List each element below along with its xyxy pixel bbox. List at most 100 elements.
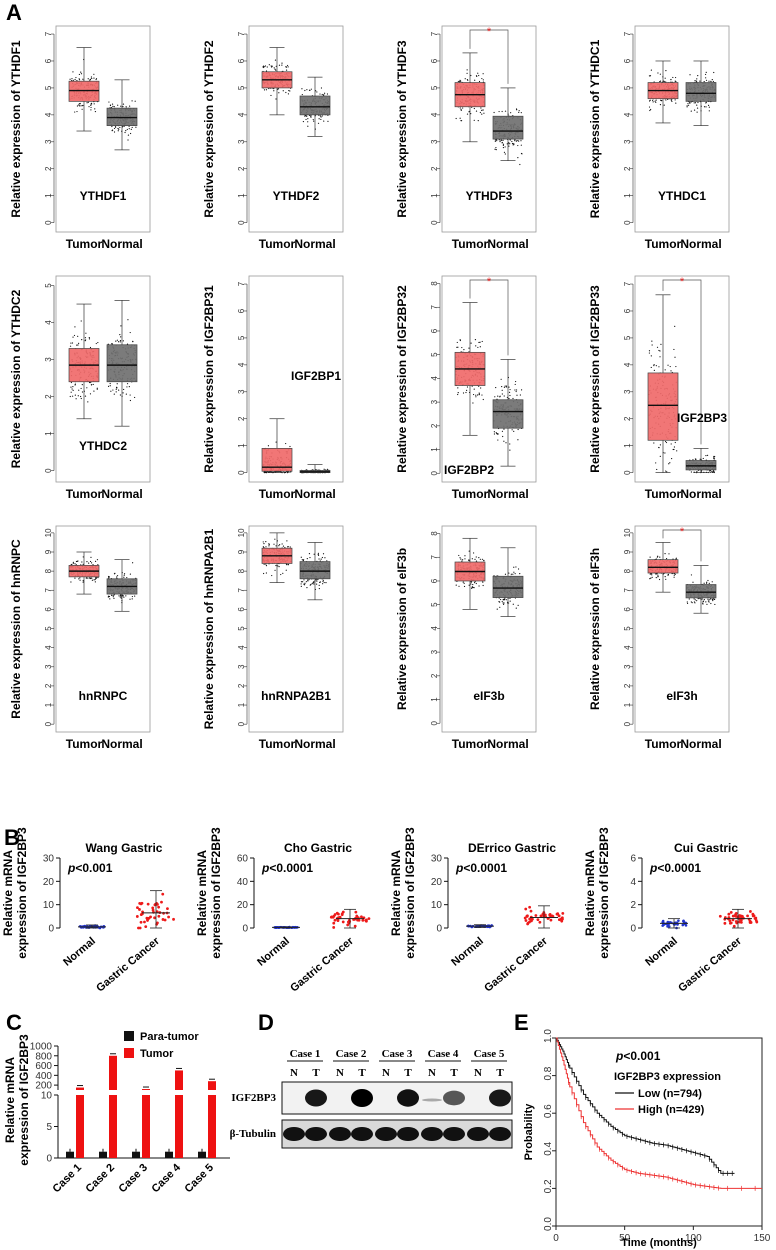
data-point [116,339,118,341]
data-point [473,119,475,121]
bar-tumor-upper [142,1089,150,1090]
y-tick-label: 4 [430,626,439,631]
data-point [72,79,74,81]
significance-star: * [680,276,685,288]
data-point [493,111,495,114]
data-point [267,445,270,447]
x-category-label: Normal [487,487,528,501]
y-tick-label: 10 [431,900,443,911]
data-point [282,545,285,547]
box-tumor [647,559,679,574]
data-point [686,602,689,605]
data-point [696,78,698,80]
data-point [74,78,76,81]
y-tick-label: 2 [44,166,53,171]
data-point [474,339,477,341]
data-point [468,111,470,113]
data-point [670,99,672,101]
data-point [95,577,98,579]
data-point [470,583,472,585]
data-point [318,118,320,120]
x-category-label: Normal [101,487,142,501]
data-point [675,102,677,104]
data-point [496,433,498,435]
data-point [705,101,707,103]
cancer-point [332,926,336,929]
y-axis-label: Relative expression of IGF2BP32 [395,285,409,473]
data-point [277,88,279,90]
panel-letter-e: E [514,1010,529,1035]
y-tick-label: 1 [237,443,246,448]
data-point [82,579,84,582]
y-tick-label: 60 [237,854,249,865]
p-value-text: <0.0001 [463,861,507,875]
data-point [94,581,96,583]
y-tick-label: 400 [35,1071,52,1082]
y-tick-label: 20 [43,877,55,888]
data-point [265,572,267,574]
data-point [482,581,484,583]
data-point [655,99,657,101]
y-axis-label-line2: expression of IGF2BP3 [17,1034,31,1166]
data-point [275,98,277,100]
data-point [70,386,72,388]
data-point [90,562,93,564]
data-point [122,105,124,108]
y-tick-label: 2 [237,166,246,171]
data-point [513,430,515,433]
data-point [649,556,651,558]
data-point [90,106,92,109]
y-tick-label: 0 [436,924,442,935]
y-tick-label: 4 [430,376,439,381]
data-point [131,595,133,598]
data-point [707,579,709,582]
data-point [79,579,81,581]
data-point [660,343,662,346]
data-point [289,445,291,448]
data-point [708,106,710,108]
y-tick-label: 4 [44,320,53,325]
data-point [666,471,668,473]
data-point [655,365,657,367]
data-point [305,581,308,583]
data-point [511,429,513,431]
data-point [477,346,479,349]
y-axis-label-line2: expression of IGF2BP3 [597,827,611,959]
data-point [702,603,704,605]
cancer-point [557,918,561,922]
data-point [128,125,130,127]
data-point [90,381,92,384]
cancer-point [355,914,359,918]
cancer-point [143,920,146,924]
data-point [463,349,465,351]
data-point [123,573,126,575]
cancer-point [161,892,165,896]
plot-frame [441,275,537,483]
data-point [123,388,125,391]
bar-tumor-lower [109,1095,117,1158]
data-point [499,395,501,397]
data-point [498,110,500,113]
cancer-point [172,917,175,921]
y-tick-label: 800 [35,1051,52,1062]
data-point [653,363,655,366]
x-category-label: Normal [294,237,335,251]
y-tick-label: 2 [44,394,53,399]
y-tick-label: 7 [430,554,439,559]
data-point [475,396,477,398]
cancer-point [524,919,528,922]
data-point [82,104,84,107]
data-point [91,77,93,80]
data-point [307,579,309,581]
data-point [673,576,675,578]
data-point [481,340,483,343]
data-point [118,595,120,597]
data-point [96,388,98,390]
significance-bracket [662,529,702,562]
y-tick-label: 5 [237,335,246,340]
data-point [515,380,517,383]
data-point [320,87,323,89]
p-value-text: <0.0001 [657,861,701,875]
data-point [664,576,666,578]
y-tick-label: 2 [44,683,53,688]
